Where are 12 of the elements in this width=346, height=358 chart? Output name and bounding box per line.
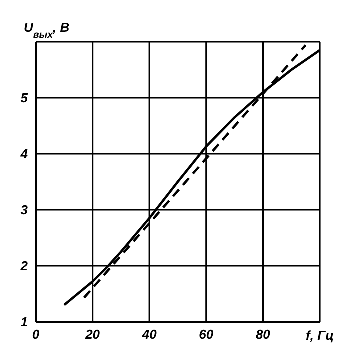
x-tick-label: 60: [199, 327, 214, 342]
y-tick-label: 1: [20, 314, 28, 330]
x-tick-label: 0: [32, 327, 40, 342]
y-axis-title: U$_{вых}$, В: [24, 20, 70, 40]
y-tick-label: 2: [20, 258, 29, 274]
y-tick-label: 5: [20, 90, 29, 106]
x-tick-label: 80: [256, 327, 272, 342]
x-axis-title: f, Гц: [306, 328, 334, 343]
x-tick-label: 20: [84, 327, 101, 342]
x-tick-label: 40: [141, 327, 158, 342]
y-tick-label: 3: [20, 202, 29, 218]
y-tick-label: 4: [20, 146, 29, 162]
